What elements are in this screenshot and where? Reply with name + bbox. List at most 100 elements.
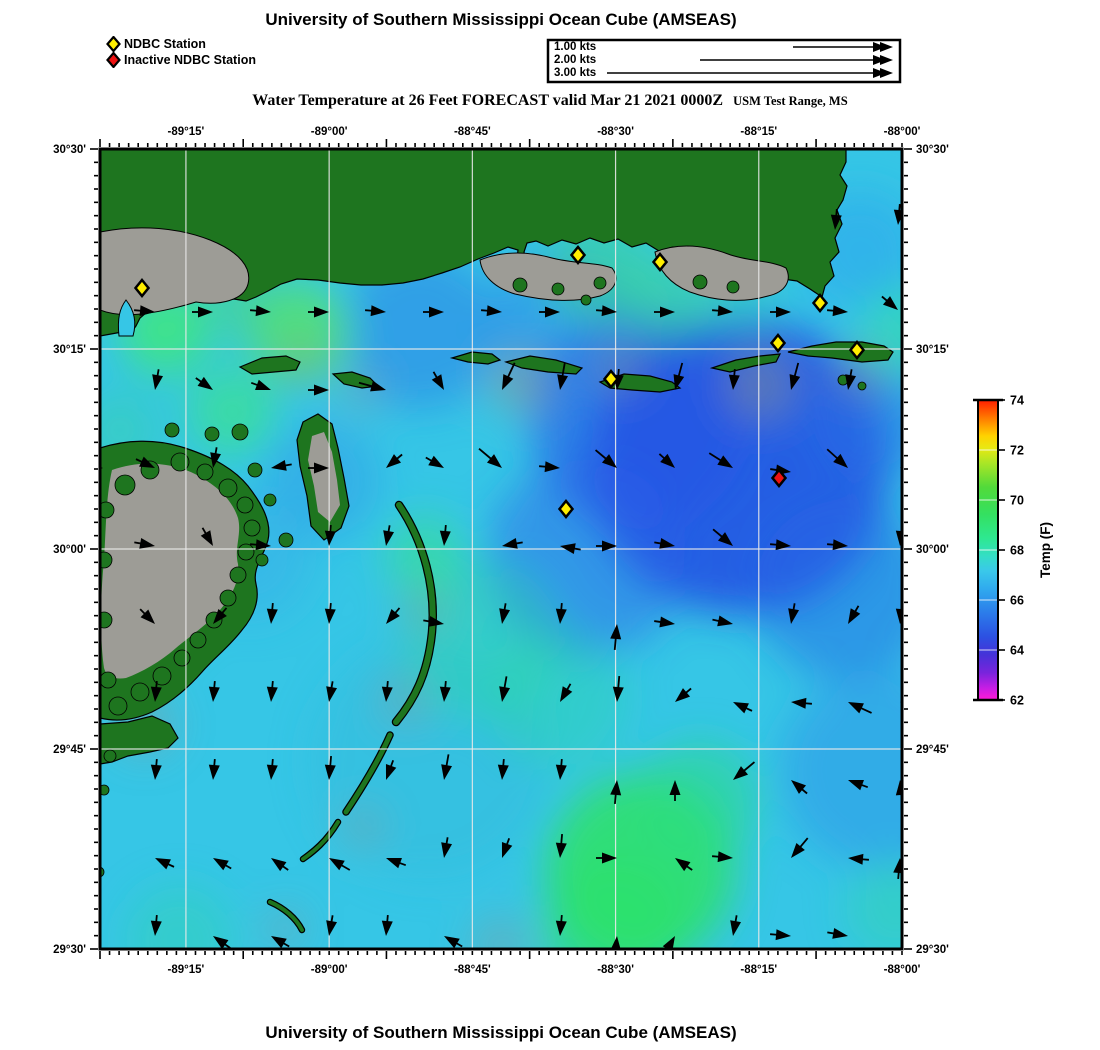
current-arrow — [712, 615, 733, 627]
current-arrow — [386, 607, 401, 624]
lat-tick-label: 30°15' — [53, 344, 86, 356]
ndbc-station-marker — [651, 252, 669, 272]
current-arrow — [192, 306, 213, 318]
lat-tick-label: 30°00' — [916, 544, 949, 556]
lon-tick-label: -88°15' — [740, 964, 777, 976]
current-arrow — [271, 459, 292, 471]
lon-tick-label: -88°45' — [454, 964, 491, 976]
lon-tick-label: -89°15' — [168, 964, 205, 976]
current-arrow — [271, 858, 289, 872]
island-arc — [393, 502, 436, 725]
marsh-area — [654, 245, 789, 301]
current-arrow — [555, 603, 567, 624]
lon-tick-label: -88°30' — [597, 964, 634, 976]
current-arrow — [770, 539, 791, 551]
page-title: University of Southern Mississippi Ocean… — [265, 10, 737, 29]
colorbar-tick-label: 74 — [1010, 394, 1024, 408]
current-arrow — [501, 837, 513, 858]
current-arrow — [502, 537, 523, 549]
lon-tick-label: -89°00' — [311, 964, 348, 976]
current-arrow — [827, 539, 848, 551]
current-arrow — [502, 362, 516, 390]
barrier-island — [787, 341, 894, 363]
current-arrow — [539, 461, 560, 473]
lon-tick-label: -88°00' — [884, 964, 921, 976]
legend-row-active: NDBC Station — [106, 36, 256, 52]
lat-tick-label: 30°30' — [916, 144, 949, 156]
current-arrow — [557, 362, 569, 390]
current-arrow — [481, 305, 502, 317]
current-arrow — [386, 453, 403, 468]
colorbar-tick-label: 64 — [1010, 644, 1024, 658]
current-arrow — [444, 936, 463, 949]
inactive-ndbc-station-icon — [106, 52, 121, 68]
current-arrow — [478, 448, 502, 468]
current-arrow — [848, 605, 861, 624]
current-arrow — [712, 528, 733, 546]
current-arrow — [788, 603, 800, 624]
current-arrow — [386, 857, 407, 869]
current-arrow — [385, 759, 397, 780]
current-arrow — [134, 537, 155, 549]
current-arrow — [271, 936, 290, 949]
current-arrow — [358, 380, 386, 392]
colorbar-tick-label: 66 — [1010, 594, 1024, 608]
current-arrow — [150, 759, 162, 780]
current-arrow — [560, 543, 581, 555]
current-arrow — [324, 525, 336, 546]
current-arrow — [381, 915, 393, 936]
legend-label-active: NDBC Station — [124, 37, 206, 51]
current-arrow — [791, 697, 812, 709]
current-arrow — [208, 681, 220, 702]
current-arrow — [266, 759, 278, 780]
current-arrow — [425, 455, 444, 468]
current-arrow — [139, 608, 155, 624]
current-arrow — [596, 852, 617, 864]
legend-label-inactive: Inactive NDBC Station — [124, 53, 256, 67]
lon-tick-label: -88°45' — [454, 126, 491, 138]
current-arrow — [213, 858, 232, 871]
speed-legend-3kt: 3.00 kts — [554, 67, 597, 79]
current-arrow — [329, 858, 351, 871]
current-arrow — [381, 681, 393, 702]
island-arc — [268, 900, 304, 932]
current-arrow — [827, 305, 848, 317]
current-arrow — [848, 853, 869, 865]
current-arrow — [134, 305, 155, 317]
lon-tick-label: -88°00' — [884, 126, 921, 138]
lat-tick-label: 30°00' — [53, 544, 86, 556]
current-arrow — [826, 448, 848, 468]
current-arrow — [324, 756, 336, 780]
ndbc-station-marker — [602, 369, 620, 389]
current-arrow — [135, 456, 155, 468]
current-arrow — [250, 539, 271, 551]
ndbc-station-marker — [811, 293, 829, 313]
island-arc — [301, 820, 340, 861]
graticule — [100, 149, 902, 949]
current-arrow — [712, 851, 733, 863]
plot-subtitle: Water Temperature at 26 Feet FORECAST va… — [0, 92, 1100, 110]
legend-row-inactive: Inactive NDBC Station — [106, 52, 256, 68]
current-arrow — [155, 858, 175, 870]
colorbar-tick-label: 62 — [1010, 694, 1024, 708]
ndbc-station-marker — [133, 278, 151, 298]
lat-tick-label: 30°30' — [53, 144, 86, 156]
ndbc-station-marker — [769, 333, 787, 353]
current-arrow — [266, 681, 278, 702]
current-arrow — [789, 362, 801, 390]
current-arrow — [610, 624, 622, 650]
ndbc-stations — [133, 245, 866, 519]
delta-marsh — [101, 463, 240, 679]
subtitle-text: Water Temperature at 26 Feet FORECAST va… — [252, 92, 724, 109]
ndbc-station-marker — [569, 245, 587, 265]
current-arrow — [708, 452, 733, 468]
current-arrow — [654, 306, 675, 318]
lon-tick-label: -88°15' — [740, 126, 777, 138]
current-arrow — [555, 834, 567, 858]
ndbc-station-marker — [848, 340, 866, 360]
speed-legend-1kt: 1.00 kts — [554, 41, 597, 53]
lat-tick-label: 30°15' — [916, 344, 949, 356]
colorbar-tick-label: 68 — [1010, 544, 1024, 558]
land-areas — [100, 149, 894, 934]
